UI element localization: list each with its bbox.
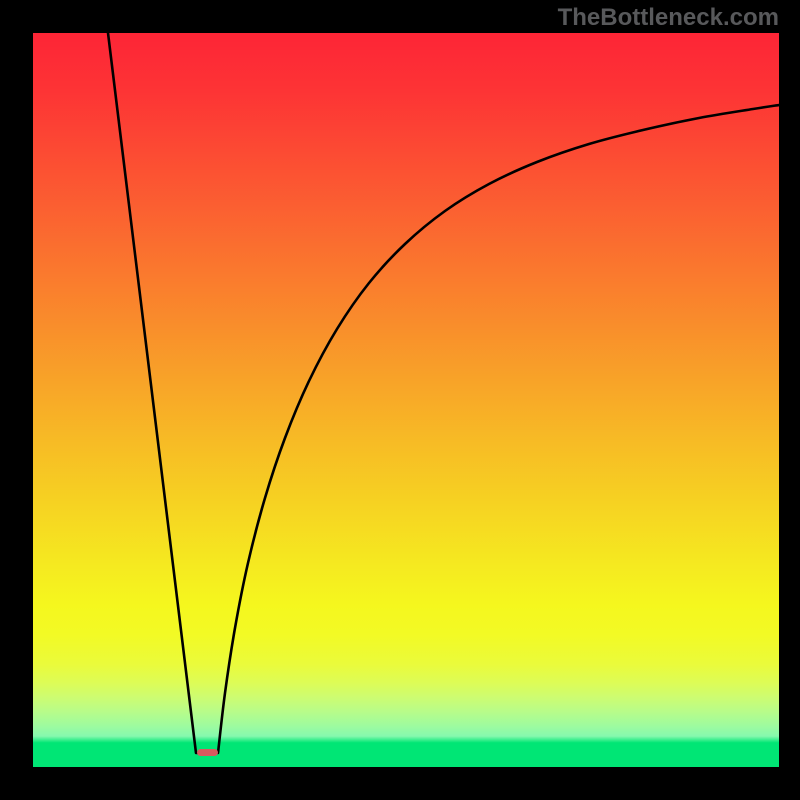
chart-plot xyxy=(33,33,779,767)
chart-frame: TheBottleneck.com xyxy=(0,0,800,800)
vertex-marker xyxy=(197,749,218,756)
watermark-text: TheBottleneck.com xyxy=(558,4,779,32)
gradient-background xyxy=(33,33,779,767)
